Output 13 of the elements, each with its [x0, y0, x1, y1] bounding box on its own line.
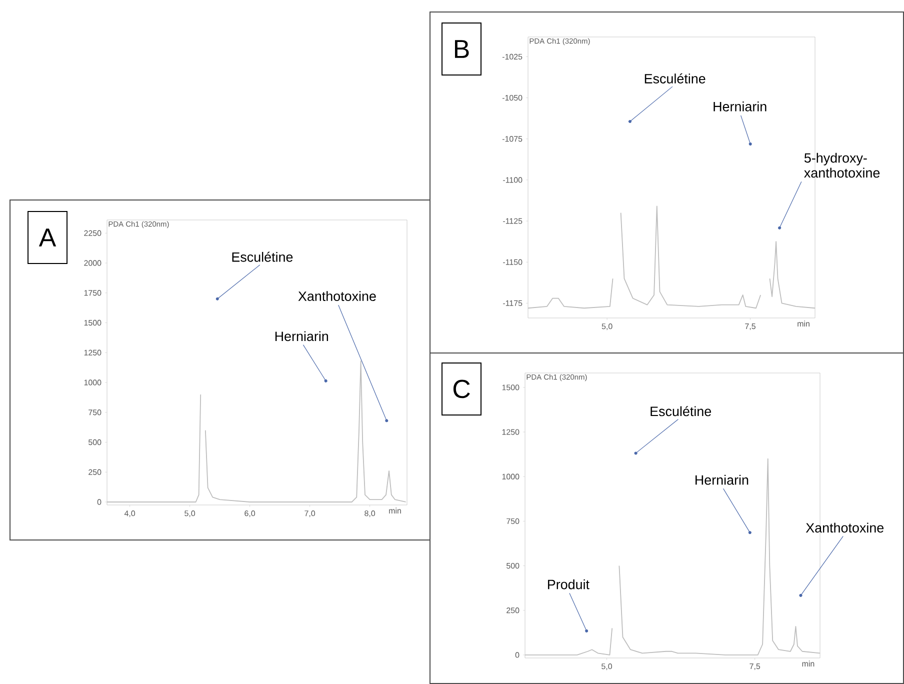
annotation: Esculétine: [650, 406, 712, 416]
chart-title: C: [453, 380, 470, 398]
annotation: Esculétine: [644, 73, 706, 84]
annotation: Produit: [548, 579, 590, 590]
annotation: Herniarin: [696, 474, 748, 485]
annotation: Xanthotoxine: [298, 291, 376, 301]
chart-title: A: [38, 228, 56, 246]
annotation: Esculétine: [232, 252, 293, 262]
chart-title: B: [454, 40, 469, 58]
annotation: Herniarin: [275, 331, 328, 342]
annotation: 5-hydroxy-xanthotoxine: [804, 152, 880, 178]
annotation: Herniarin: [714, 101, 766, 112]
annotation: Xanthotoxine: [806, 522, 884, 533]
